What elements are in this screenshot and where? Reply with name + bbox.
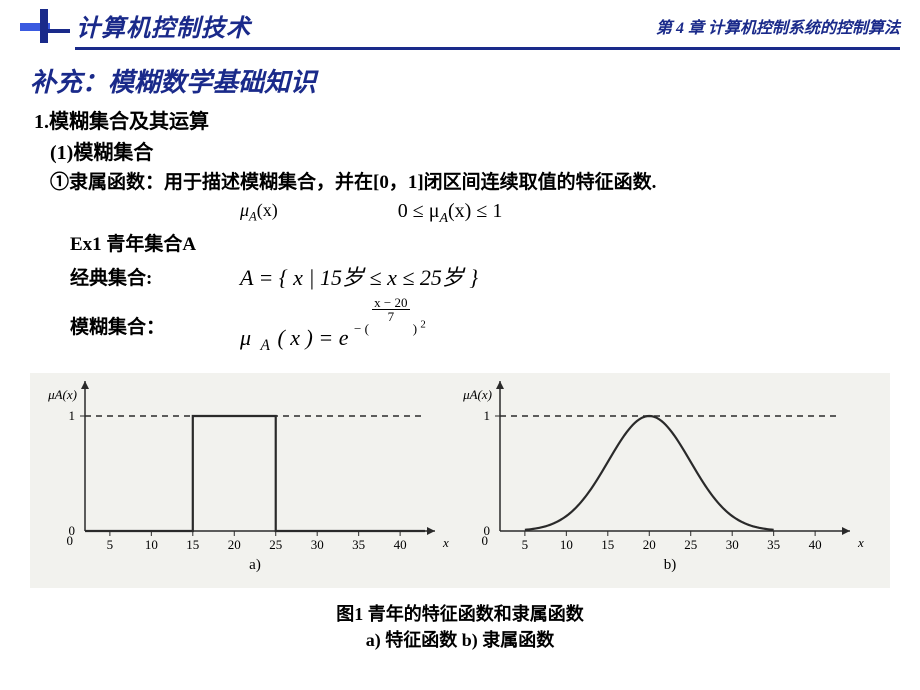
svg-text:35: 35 — [352, 537, 365, 552]
charts-svg: μA(x)510152025303540x100a)μA(x)510152025… — [30, 373, 890, 583]
slide-header: 计算机控制技术 第 4 章 计算机控制系统的控制算法 — [0, 0, 920, 47]
svg-text:35: 35 — [767, 537, 780, 552]
svg-text:1: 1 — [484, 408, 491, 423]
range-expression: 0 ≤ μA(x) ≤ 1 — [398, 200, 503, 227]
example-label: Ex1 青年集合A — [70, 229, 240, 256]
svg-text:30: 30 — [311, 537, 324, 552]
svg-text:20: 20 — [228, 537, 241, 552]
svg-text:10: 10 — [145, 537, 158, 552]
formula-top-row: μA(x) 0 ≤ μA(x) ≤ 1 — [70, 200, 890, 227]
figure-caption: 图1 青年的特征函数和隶属函数 a) 特征函数 b) 隶属函数 — [0, 602, 920, 652]
mu-symbol: μ — [240, 200, 249, 220]
svg-text:10: 10 — [560, 537, 573, 552]
fuzzy-expression: μ A ( x ) = e − ( x − 20 7 ) 2 — [240, 296, 426, 355]
fuzzy-set-row: 模糊集合： μ A ( x ) = e − ( x − 20 7 ) 2 — [70, 296, 890, 355]
exp-suffix: ) — [413, 321, 417, 336]
svg-text:0: 0 — [484, 523, 491, 538]
svg-text:5: 5 — [107, 537, 114, 552]
svg-text:μA(x): μA(x) — [462, 387, 492, 402]
range-right: (x) ≤ 1 — [448, 200, 502, 222]
classic-set-row: 经典集合: A = { x | 15岁 ≤ x ≤ 25岁 } — [70, 260, 890, 292]
svg-text:25: 25 — [269, 537, 282, 552]
fuzzy-mid: ( x ) = e — [277, 325, 348, 350]
mu-arg: (x) — [257, 200, 278, 220]
content-area: 补充：模糊数学基础知识 1.模糊集合及其运算 (1)模糊集合 ①隶属函数：用于描… — [0, 50, 920, 355]
svg-text:b): b) — [664, 557, 677, 573]
section-title: 补充：模糊数学基础知识 — [30, 62, 890, 99]
classic-label: 经典集合: — [70, 263, 240, 290]
svg-text:0: 0 — [69, 523, 76, 538]
body-text: ①隶属函数：用于描述模糊集合，并在[0，1]闭区间连续取值的特征函数. — [50, 167, 890, 194]
svg-text:x: x — [857, 535, 864, 550]
fuzzy-label: 模糊集合： — [70, 312, 240, 339]
exp-denominator: 7 — [372, 310, 409, 323]
figure-panel: μA(x)510152025303540x100a)μA(x)510152025… — [30, 373, 890, 588]
range-sub: A — [439, 211, 448, 226]
svg-text:30: 30 — [726, 537, 739, 552]
logo-icon — [20, 9, 70, 43]
svg-text:15: 15 — [601, 537, 614, 552]
range-left: 0 ≤ μ — [398, 200, 440, 222]
svg-text:5: 5 — [522, 537, 529, 552]
example-row: Ex1 青年集合A — [70, 229, 890, 256]
exp-fraction: x − 20 7 — [372, 296, 409, 323]
svg-text:1: 1 — [69, 408, 76, 423]
svg-text:20: 20 — [643, 537, 656, 552]
classic-expression: A = { x | 15岁 ≤ x ≤ 25岁 } — [240, 260, 478, 292]
chapter-label: 第 4 章 计算机控制系统的控制算法 — [656, 14, 900, 38]
logo-title-group: 计算机控制技术 — [20, 8, 251, 43]
svg-text:15: 15 — [186, 537, 199, 552]
caption-line-1: 图1 青年的特征函数和隶属函数 — [0, 602, 920, 627]
svg-text:40: 40 — [394, 537, 407, 552]
exp-prefix: − ( — [354, 321, 369, 336]
course-title: 计算机控制技术 — [76, 8, 251, 43]
exp-power: 2 — [420, 319, 425, 331]
caption-line-2: a) 特征函数 b) 隶属函数 — [0, 628, 920, 653]
svg-text:40: 40 — [809, 537, 822, 552]
mu-subscript: A — [249, 210, 257, 224]
heading-1: 1.模糊集合及其运算 — [34, 105, 890, 134]
exp-numerator: x − 20 — [372, 296, 409, 310]
svg-text:x: x — [442, 535, 449, 550]
fuzzy-sub: A — [261, 337, 270, 354]
fuzzy-mu: μ — [240, 325, 251, 350]
heading-2: (1)模糊集合 — [50, 136, 890, 165]
mu-notation: μA(x) — [240, 200, 278, 227]
svg-text:a): a) — [249, 557, 261, 573]
svg-text:25: 25 — [684, 537, 697, 552]
svg-text:μA(x): μA(x) — [47, 387, 77, 402]
